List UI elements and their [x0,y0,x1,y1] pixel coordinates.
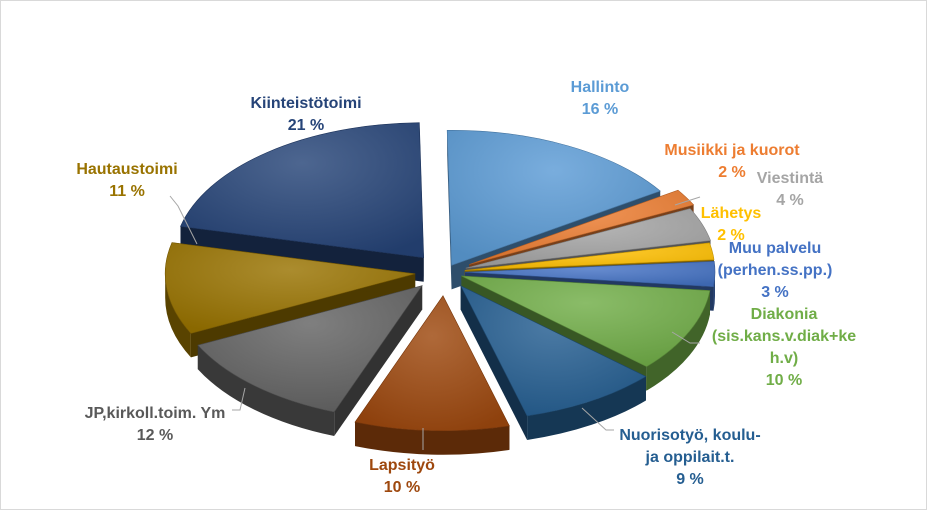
leader-line [581,407,614,431]
slice-value-label: 4 % [776,192,804,209]
slice-value-label: 21 % [288,117,324,134]
pie-slice-diakonia [461,275,711,368]
pie-slice-jp-kirkoll-toim-ym [197,285,423,413]
pie-slice-side [527,376,646,440]
slice-label: Diakonia (sis.kans.v.diak+ke h.v) 10 % [712,306,856,389]
slice-label-line: Kiinteistötoimi [250,95,361,112]
pie-slice-musiikki-ja-kuorot [469,189,695,265]
slice-label: Kiinteistötoimi 21 % [250,95,361,134]
slice-label: Lähetys 2 % [701,205,762,244]
slice-label-line: JP,kirkoll.toim. Ym [85,405,226,422]
pie-slice-side [646,290,710,391]
pie-slice-muu-palvelu [464,261,716,288]
slice-label: JP,kirkoll.toim. Ym 12 % [85,405,226,444]
slice-label: Nuorisotyö, koulu-ja oppilait.t. 9 % [619,427,760,488]
slice-label-line: Muu palvelu [729,240,821,257]
slice-value-label: 12 % [137,427,173,444]
leader-line [232,387,246,411]
slice-label-line: ja oppilait.t. [645,449,735,466]
slice-value-label: 16 % [582,101,618,118]
slice-label-line: Viestintä [757,170,824,187]
slice-label-line: h.v) [770,350,798,367]
leader-line [671,331,700,344]
slice-label: Hautaustoimi 11 % [76,161,177,200]
pie-slice-viestintä [465,208,711,269]
slice-value-label: 11 % [109,183,145,200]
slice-value-label: 10 % [384,479,420,496]
pie-slice-wall [334,285,423,436]
leader-line [169,195,198,245]
slice-label: Musiikki ja kuorot 2 % [664,142,800,181]
slice-value-label: 9 % [676,471,704,488]
leader-line [674,196,701,206]
slice-label: Viestintä 4 % [757,170,824,209]
pie-slice-wall [460,285,528,440]
pie-slice-nuorisotyö-koulu [460,285,647,417]
slice-label-line: Hallinto [571,79,630,96]
pie-slice-side [197,345,335,436]
pie-slice-hallinto [446,130,661,266]
slice-value-label: 2 % [718,164,746,181]
slice-label-line: Nuorisotyö, koulu- [619,427,760,444]
pie-slice-side [165,273,191,358]
slice-value-label: 10 % [766,372,802,389]
slice-label-line: (sis.kans.v.diak+ke [712,328,856,345]
slice-label-line: Diakonia [751,306,818,323]
pie-slice-lapsityö [354,295,510,432]
slice-label: Lapsityö 10 % [369,457,435,496]
slice-label-line: Musiikki ja kuorot [664,142,800,159]
slice-label: Muu palvelu (perhen.ss.pp.) 3 % [718,240,833,301]
slice-label-line: Hautaustoimi [76,161,177,178]
pie-slice-kiinteistötoimi [180,122,425,259]
slice-label-line: Lähetys [701,205,762,222]
slice-label-line: Lapsityö [369,457,435,474]
slice-value-label: 3 % [761,284,789,301]
slice-label-line: (perhen.ss.pp.) [718,262,833,279]
pie-slice-lähetys [464,242,715,271]
slice-value-label: 2 % [717,227,745,244]
slice-label: Hallinto 16 % [571,79,630,118]
pie-slice-hautaustoimi [164,242,416,334]
